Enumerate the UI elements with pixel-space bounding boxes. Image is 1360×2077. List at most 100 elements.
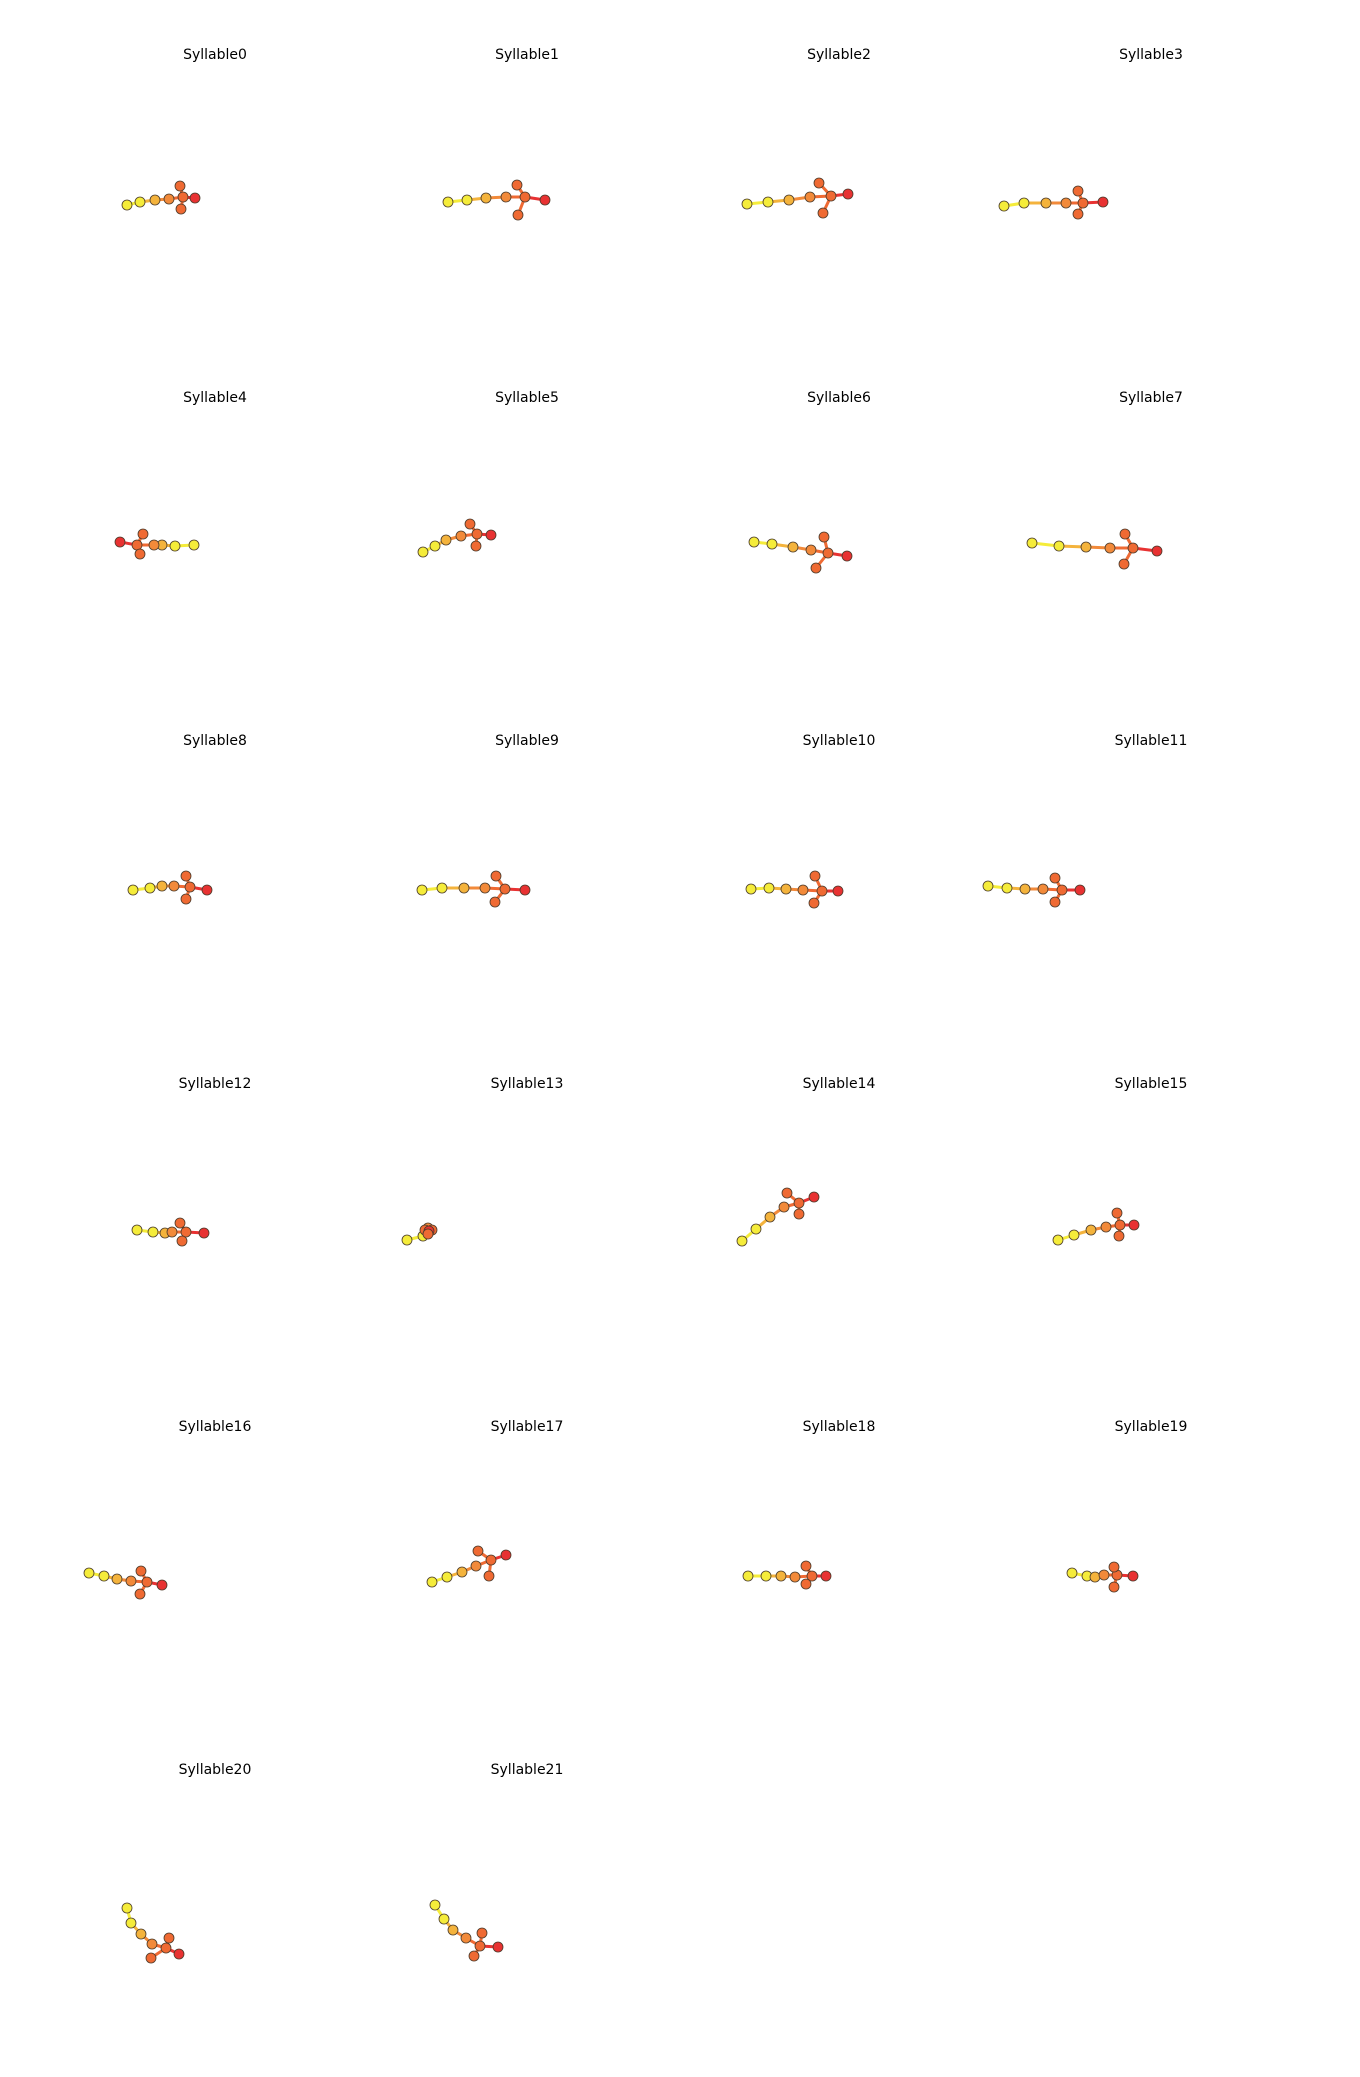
keypoint-node [1108, 1561, 1120, 1573]
keypoint-node [1053, 540, 1065, 552]
keypoint-node [499, 883, 511, 895]
keypoint-node [470, 1560, 482, 1572]
keypoint-node [500, 191, 512, 203]
pose-skeleton [741, 177, 854, 219]
keypoint-node [1080, 541, 1092, 553]
keypoint-node [781, 1187, 793, 1199]
keypoint-node [1108, 1581, 1120, 1593]
keypoint-node [818, 531, 830, 543]
keypoint-node [188, 539, 200, 551]
panel-title: Syllable6 [807, 390, 871, 406]
keypoint-node [1089, 1571, 1101, 1583]
keypoint-node [474, 1940, 486, 1952]
panel-title: Syllable21 [490, 1762, 564, 1778]
keypoint-node [468, 1950, 480, 1962]
pose-skeleton [127, 870, 213, 905]
keypoint-node [793, 1197, 805, 1209]
keypoint-node [1001, 882, 1013, 894]
keypoint-node [485, 1554, 497, 1566]
keypoint-node [778, 1201, 790, 1213]
keypoint-node [479, 882, 491, 894]
keypoint-node [806, 1570, 818, 1582]
panel-title: Syllable10 [802, 733, 876, 749]
keypoint-node [175, 203, 187, 215]
panel-title: Syllable5 [495, 390, 559, 406]
keypoint-node [1072, 208, 1084, 220]
keypoint-node [163, 193, 175, 205]
keypoint-node [174, 1217, 186, 1229]
keypoint-node [131, 539, 143, 551]
keypoint-node [1128, 1219, 1140, 1231]
keypoint-node [146, 1938, 158, 1950]
keypoint-node [1114, 1219, 1126, 1231]
pose-skeleton [416, 870, 531, 908]
keypoint-node [447, 1924, 459, 1936]
pose-skeleton [982, 872, 1086, 908]
keypoint-node [492, 1941, 504, 1953]
panel-title: Syllable18 [802, 1419, 876, 1435]
keypoint-node [135, 1565, 147, 1577]
keypoint-node [163, 1932, 175, 1944]
panel-title: Syllable16 [178, 1419, 252, 1435]
keypoint-node [177, 191, 189, 203]
keypoint-node [180, 893, 192, 905]
keypoint-node [125, 1575, 137, 1587]
keypoint-node [1066, 1567, 1078, 1579]
keypoint-node [429, 540, 441, 552]
keypoint-node [1060, 197, 1072, 209]
keypoint-node [173, 1948, 185, 1960]
keypoint-node [745, 883, 757, 895]
keypoint-node [201, 884, 213, 896]
keypoint-node [539, 194, 551, 206]
keypoint-node [1068, 1229, 1080, 1241]
keypoint-node [401, 1234, 413, 1246]
keypoint-node [764, 1211, 776, 1223]
keypoint-node [1085, 1224, 1097, 1236]
keypoint-node [1049, 872, 1061, 884]
keypoint-node [1077, 197, 1089, 209]
keypoint-node [176, 1235, 188, 1247]
keypoint-node [169, 540, 181, 552]
pose-skeleton [442, 179, 551, 221]
keypoint-node [1018, 197, 1030, 209]
keypoint-node [982, 880, 994, 892]
keypoint-node [804, 191, 816, 203]
keypoint-node [160, 1942, 172, 1954]
keypoint-node [141, 1576, 153, 1588]
keypoint-node [763, 882, 775, 894]
keypoint-node [1019, 883, 1031, 895]
keypoint-node [476, 1927, 488, 1939]
keypoint-node [519, 191, 531, 203]
keypoint-node [519, 884, 531, 896]
keypoint-node [1052, 1234, 1064, 1246]
keypoint-node [820, 1570, 832, 1582]
keypoint-node [808, 1191, 820, 1203]
keypoint-node [511, 179, 523, 191]
keypoint-node [760, 1570, 772, 1582]
keypoint-node [135, 1928, 147, 1940]
keypoint-node [438, 1913, 450, 1925]
keypoint-node [736, 1235, 748, 1247]
keypoint-node [800, 1560, 812, 1572]
keypoint-node [817, 207, 829, 219]
keypoint-node [134, 1588, 146, 1600]
keypoint-node [440, 534, 452, 546]
keypoint-node [416, 884, 428, 896]
pose-skeleton [121, 180, 201, 215]
pose-skeleton [426, 1545, 512, 1588]
keypoint-node [762, 196, 774, 208]
keypoint-node [134, 548, 146, 560]
keypoint-node [748, 536, 760, 548]
keypoint-node [470, 540, 482, 552]
panel-title: Syllable4 [183, 390, 247, 406]
keypoint-node [134, 196, 146, 208]
keypoint-node [841, 550, 853, 562]
keypoint-node [1127, 542, 1139, 554]
keypoint-node [472, 1545, 484, 1557]
panel-title: Syllable8 [183, 733, 247, 749]
keypoint-node [783, 194, 795, 206]
keypoint-node [1049, 896, 1061, 908]
keypoint-node [174, 180, 186, 192]
keypoint-node [461, 194, 473, 206]
keypoint-node [485, 529, 497, 541]
